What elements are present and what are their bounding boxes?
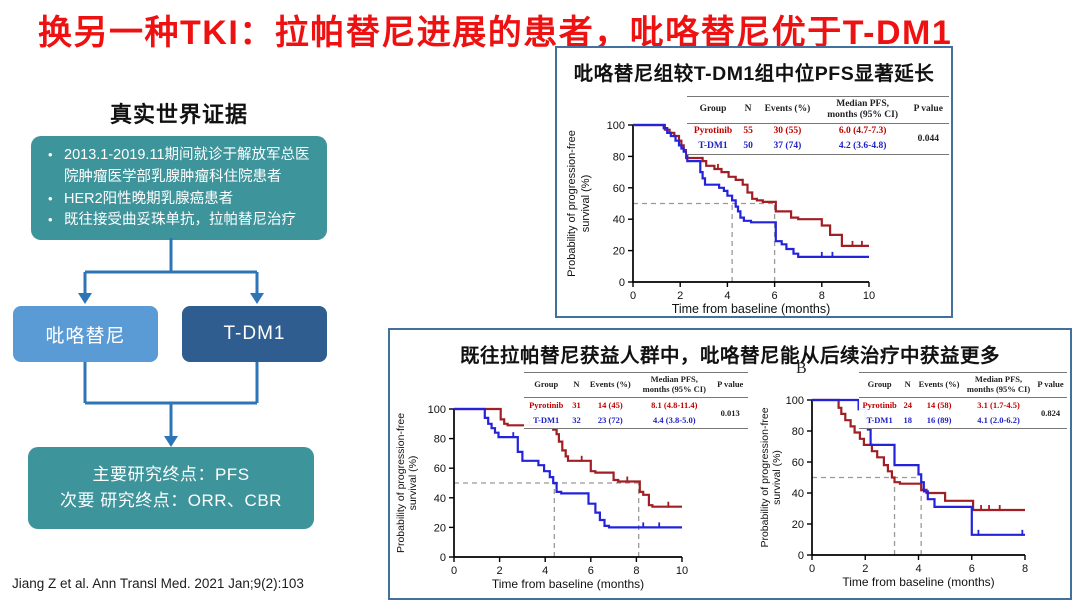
svg-text:60: 60 (792, 457, 804, 469)
svg-text:4: 4 (915, 563, 921, 575)
study-criteria-box: 2013.1-2019.11期间就诊于解放军总医院肿瘤医学部乳腺肿瘤科住院患者 … (31, 136, 327, 240)
svg-text:100: 100 (786, 395, 804, 407)
table-row-tdm1: T-DM1 18 16 (89) 4.1 (2.0-6.2) (859, 412, 1067, 429)
endpoints-box: 主要研究终点：PFS 次要 研究终点：ORR、CBR (28, 447, 314, 529)
svg-text:80: 80 (434, 434, 446, 446)
svg-text:0: 0 (630, 290, 636, 302)
p-value: 0.044 (907, 123, 949, 155)
svg-text:Time from baseline (months): Time from baseline (months) (842, 575, 994, 589)
table-row-pyrotinib: Pyrotinib 24 14 (58) 3.1 (1.7-4.5) 0.824 (859, 397, 1067, 429)
svg-text:40: 40 (613, 214, 625, 226)
table-row-tdm1: T-DM1 32 23 (72) 4.4 (3.8-5.0) (524, 412, 748, 429)
primary-endpoint: 主要研究终点：PFS (92, 464, 250, 484)
svg-text:8: 8 (819, 290, 825, 302)
svg-text:survival (%): survival (%) (407, 456, 419, 511)
svg-text:0: 0 (798, 550, 804, 562)
arm-box-tdm1: T-DM1 (182, 306, 327, 362)
real-world-evidence-heading: 真实世界证据 (109, 102, 248, 127)
svg-text:4: 4 (724, 290, 730, 302)
svg-text:8: 8 (1022, 563, 1028, 575)
svg-text:20: 20 (434, 522, 446, 534)
criteria-item: 2013.1-2019.11期间就诊于解放军总医院肿瘤医学部乳腺肿瘤科住院患者 (37, 145, 315, 189)
svg-text:survival (%): survival (%) (771, 450, 783, 505)
svg-text:10: 10 (863, 290, 875, 302)
svg-text:4: 4 (542, 565, 548, 577)
svg-text:2: 2 (677, 290, 683, 302)
pfs-table-overall: Group N Events (%) Median PFS, months (9… (687, 96, 949, 155)
svg-text:100: 100 (428, 404, 446, 416)
svg-text:Probability of progression-fre: Probability of progression-free (395, 413, 407, 553)
arrow-down-icon (78, 293, 92, 304)
panel-lapatinib-benefit: 既往拉帕替尼获益人群中，吡咯替尼能从后续治疗中获益更多 0 20 40 60 80 100… (388, 328, 1072, 600)
table-row-pyrotinib: Pyrotinib 31 14 (45) 8.1 (4.8-11.4) 0.01… (524, 397, 748, 429)
svg-text:8: 8 (633, 565, 639, 577)
svg-text:2: 2 (497, 565, 503, 577)
citation: Jiang Z et al. Ann Transl Med. 2021 Jan;… (12, 576, 304, 591)
svg-text:0: 0 (619, 277, 625, 289)
criteria-list: 2013.1-2019.11期间就诊于解放军总医院肿瘤医学部乳腺肿瘤科住院患者 … (37, 145, 315, 232)
svg-text:6: 6 (772, 290, 778, 302)
svg-text:20: 20 (792, 519, 804, 531)
svg-text:0: 0 (809, 563, 815, 575)
svg-text:60: 60 (613, 183, 625, 195)
pfs-table-a: Group N Events (%) Median PFS, months (9… (524, 372, 748, 429)
table-row-pyrotinib: Pyrotinib 55 30 (55) 6.0 (4.7-7.3) 0.044 (687, 123, 949, 155)
svg-text:60: 60 (434, 463, 446, 475)
secondary-endpoint: 次要 研究终点：ORR、CBR (60, 491, 282, 510)
svg-text:2: 2 (862, 563, 868, 575)
p-value: 0.824 (1034, 397, 1067, 429)
svg-text:6: 6 (969, 563, 975, 575)
svg-text:40: 40 (434, 493, 446, 505)
svg-text:40: 40 (792, 488, 804, 500)
flow-connectors (78, 238, 264, 447)
criteria-item: HER2阳性晚期乳腺癌患者 (37, 189, 315, 211)
svg-text:80: 80 (792, 426, 804, 438)
svg-text:80: 80 (613, 151, 625, 163)
subpanel-b-label: B (796, 360, 807, 377)
pfs-table-b: Group N Events (%) Median PFS, months (9… (859, 372, 1067, 429)
svg-text:0: 0 (440, 552, 446, 564)
svg-text:20: 20 (613, 246, 625, 258)
arrow-down-icon (250, 293, 264, 304)
svg-text:Time from baseline (months): Time from baseline (months) (672, 302, 831, 316)
criteria-item: 既往接受曲妥珠单抗，拉帕替尼治疗 (37, 210, 315, 232)
svg-text:Probability of progression-fre: Probability of progression-free (566, 130, 578, 277)
km-chart-b: 0 20 40 60 80 100 0 2 4 6 8 Time from baseline (mon… (759, 395, 1028, 589)
arrow-down-icon (164, 436, 178, 447)
panel-top-title: 吡咯替尼组较T-DM1组中位PFS显著延长 (573, 63, 935, 85)
svg-text:10: 10 (676, 565, 688, 577)
svg-text:survival (%): survival (%) (580, 175, 592, 232)
km-chart-overall: 0 20 40 60 80 100 0 2 4 6 8 10 Time from baseline (m… (566, 120, 875, 316)
panel-bottom-title: 既往拉帕替尼获益人群中，吡咯替尼能从后续治疗中获益更多 (459, 345, 1000, 367)
page-title: 换另一种TKI：拉帕替尼进展的患者，吡咯替尼优于T-DM1 (38, 14, 953, 52)
arm-box-pyrotinib: 吡咯替尼 (13, 306, 158, 362)
p-value: 0.013 (712, 397, 748, 429)
svg-text:0: 0 (451, 565, 457, 577)
km-chart-a: 0 20 40 60 80 100 0 2 4 6 8 10 Time from baseline (m… (395, 404, 688, 591)
table-row-tdm1: T-DM1 50 37 (74) 4.2 (3.6-4.8) (687, 138, 949, 155)
svg-text:100: 100 (607, 120, 625, 132)
svg-text:Probability of progression-fre: Probability of progression-free (759, 407, 771, 547)
svg-text:6: 6 (588, 565, 594, 577)
panel-pfs-overall: 吡咯替尼组较T-DM1组中位PFS显著延长 0 20 40 60 80 100 0 2 4 6 8 1… (555, 46, 953, 318)
svg-text:Time from baseline (months): Time from baseline (months) (492, 577, 644, 591)
